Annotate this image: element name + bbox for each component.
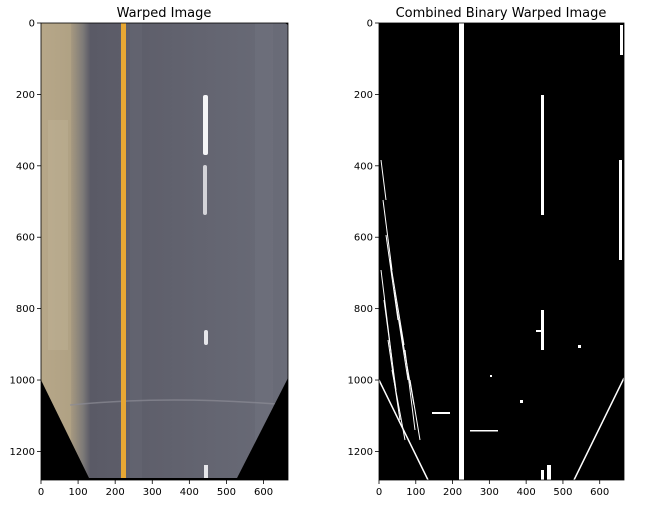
panel-title: Warped Image xyxy=(117,6,212,21)
binary-image xyxy=(379,23,624,480)
yellow-lane-line xyxy=(121,23,126,480)
x-tick-label: 500 xyxy=(553,487,572,498)
y-tick-label: 400 xyxy=(16,161,35,172)
x-tick-label: 0 xyxy=(38,487,44,498)
y-tick-label: 800 xyxy=(354,304,373,315)
x-tick-label: 200 xyxy=(106,487,125,498)
x-tick-label: 200 xyxy=(443,487,462,498)
x-tick-label: 100 xyxy=(406,487,425,498)
y-tick-label: 1000 xyxy=(10,376,35,387)
x-tick-label: 400 xyxy=(180,487,199,498)
y-tick-label: 1000 xyxy=(348,376,373,387)
y-tick-label: 400 xyxy=(354,161,373,172)
binary-lane-line xyxy=(459,23,464,480)
panel-title: Combined Binary Warped Image xyxy=(396,6,607,21)
x-tick-label: 500 xyxy=(217,487,236,498)
panel-warped-image: Warped Image 0 100 200 300 400 500 600 0 xyxy=(10,6,289,499)
y-tick-label: 1200 xyxy=(10,447,35,458)
y-tick-label: 1200 xyxy=(348,447,373,458)
x-tick-label: 300 xyxy=(143,487,162,498)
panel-combined-binary: Combined Binary Warped Image xyxy=(348,6,625,499)
x-tick-label: 400 xyxy=(517,487,536,498)
y-tick-label: 600 xyxy=(16,233,35,244)
axis-ticks: 0 100 200 300 400 500 600 0 200 400 600 800 1000 1200 xyxy=(348,19,610,499)
warped-image xyxy=(41,23,288,480)
y-tick-label: 600 xyxy=(354,233,373,244)
x-tick-label: 600 xyxy=(254,487,273,498)
x-tick-label: 300 xyxy=(480,487,499,498)
white-lane-dash xyxy=(203,95,208,155)
y-tick-label: 200 xyxy=(16,90,35,101)
axis-ticks: 0 100 200 300 400 500 600 0 200 400 600 800 1000 1200 xyxy=(10,19,274,499)
x-tick-label: 600 xyxy=(590,487,609,498)
y-tick-label: 200 xyxy=(354,90,373,101)
x-tick-label: 100 xyxy=(69,487,88,498)
warp-border-left xyxy=(41,380,90,480)
warp-border-right xyxy=(236,378,288,480)
y-tick-label: 800 xyxy=(16,304,35,315)
x-tick-label: 0 xyxy=(376,487,382,498)
y-tick-label: 0 xyxy=(367,19,373,30)
y-tick-label: 0 xyxy=(29,19,35,30)
